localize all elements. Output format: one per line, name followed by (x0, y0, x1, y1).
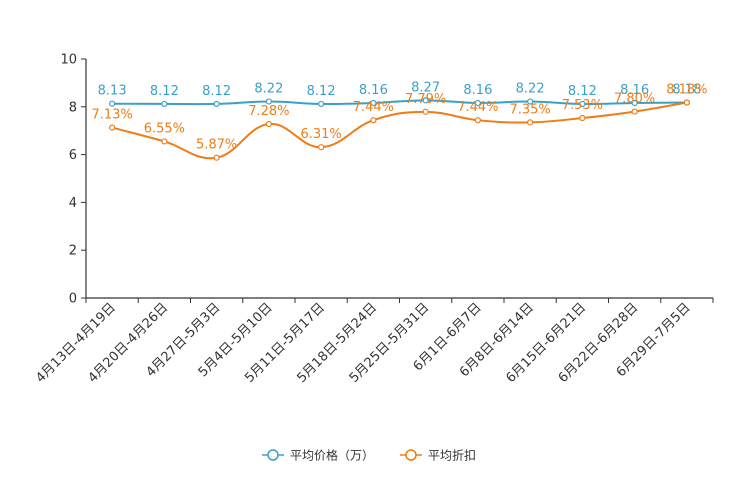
price-data-point[interactable] (370, 99, 377, 107)
y-tick-label: 8 (69, 100, 77, 115)
y-tick-label: 6 (69, 148, 77, 163)
discount-data-point[interactable] (631, 108, 638, 115)
discount-data-point[interactable] (370, 117, 377, 124)
price-data-label: 8.13 (98, 84, 127, 99)
discount-data-label: 5.87% (196, 138, 237, 153)
price-data-label: 8.22 (516, 82, 545, 97)
discount-data-point[interactable] (422, 108, 429, 115)
legend-label: 平均折扣 (428, 448, 476, 463)
price-data-point[interactable] (422, 97, 429, 104)
price-data-label: 8.16 (359, 83, 388, 98)
price-data-point[interactable] (265, 98, 272, 105)
discount-data-label: 7.44% (353, 100, 394, 115)
discount-data-point[interactable] (579, 114, 586, 122)
legend-item-discount[interactable]: 平均折扣 (400, 448, 476, 463)
price-series-line (112, 99, 687, 106)
legend-label: 平均价格（万） (290, 448, 374, 463)
y-tick-label: 2 (69, 244, 77, 259)
price-data-label: 8.12 (202, 84, 231, 99)
price-data-label: 8.12 (150, 84, 179, 99)
discount-data-point[interactable] (318, 144, 325, 151)
discount-data-label: 7.35% (509, 102, 550, 117)
discount-data-point[interactable] (265, 120, 272, 128)
discount-data-label: 8.18% (666, 82, 707, 97)
discount-data-point[interactable] (109, 124, 116, 131)
discount-data-label: 6.55% (144, 121, 185, 136)
discount-data-label: 7.79% (405, 92, 446, 107)
chart-legend[interactable]: 平均价格（万） 平均折扣 (262, 448, 476, 463)
price-data-label: 8.16 (463, 83, 492, 98)
discount-data-point[interactable] (213, 154, 220, 161)
discount-data-label: 6.31% (300, 127, 341, 142)
price-data-point[interactable] (109, 100, 116, 107)
price-data-point[interactable] (213, 100, 220, 108)
chart-data-points (109, 97, 690, 161)
price-data-label: 8.12 (568, 84, 597, 99)
discount-data-point[interactable] (474, 117, 481, 124)
discount-data-label: 7.53% (562, 98, 603, 113)
y-tick-label: 0 (69, 292, 77, 307)
price-data-label: 8.22 (254, 82, 283, 97)
price-data-label: 8.16 (620, 83, 649, 98)
legend-marker-icon (267, 449, 279, 461)
price-data-label: 8.12 (307, 84, 336, 99)
y-tick-label: 10 (60, 53, 77, 68)
price-data-label: 8.27 (411, 80, 440, 95)
price-data-point[interactable] (318, 100, 325, 108)
price-data-point[interactable] (527, 98, 534, 105)
chart-data-labels: 8.13 8.12 8.12 8.22 8.12 8.16 8.27 8.16 8.22 8.12… (91, 80, 707, 152)
y-tick-label: 4 (69, 196, 77, 211)
discount-data-label: 7.28% (248, 104, 289, 119)
legend-item-price[interactable]: 平均价格（万） (262, 448, 374, 463)
price-data-label: 8.18 (672, 82, 701, 97)
discount-data-point[interactable] (161, 138, 168, 145)
price-data-point[interactable] (474, 99, 481, 107)
price-data-point[interactable] (631, 99, 638, 107)
price-data-point[interactable] (579, 100, 586, 108)
discount-data-point[interactable] (527, 119, 534, 126)
discount-data-label: 7.44% (457, 100, 498, 115)
discount-data-label: 7.13% (91, 108, 132, 123)
legend-marker-icon (405, 449, 417, 461)
discount-data-label: 7.80% (614, 92, 655, 107)
discount-data-point[interactable] (683, 99, 690, 106)
price-data-point[interactable] (161, 100, 168, 108)
